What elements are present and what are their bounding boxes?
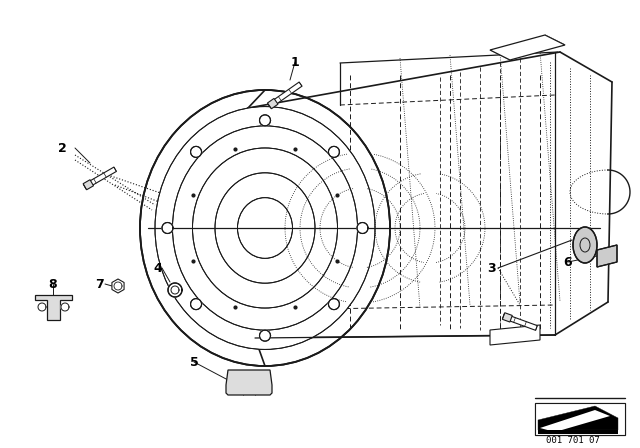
Polygon shape: [162, 223, 173, 233]
Text: 2: 2: [58, 142, 67, 155]
Text: 6: 6: [564, 255, 572, 268]
Polygon shape: [38, 303, 46, 311]
Ellipse shape: [173, 126, 358, 330]
Text: 3: 3: [488, 262, 496, 275]
Polygon shape: [84, 167, 116, 189]
Text: 8: 8: [49, 277, 58, 290]
Polygon shape: [191, 146, 202, 157]
Polygon shape: [597, 245, 617, 267]
Polygon shape: [328, 299, 339, 310]
Polygon shape: [259, 330, 271, 341]
Polygon shape: [61, 303, 69, 311]
Ellipse shape: [573, 227, 597, 263]
Polygon shape: [535, 403, 625, 435]
Polygon shape: [268, 82, 302, 108]
Text: 7: 7: [95, 277, 104, 290]
Ellipse shape: [193, 148, 337, 308]
Ellipse shape: [155, 107, 375, 349]
Polygon shape: [538, 430, 618, 434]
Text: 1: 1: [291, 56, 300, 69]
Ellipse shape: [237, 198, 292, 258]
Polygon shape: [226, 370, 272, 395]
Polygon shape: [35, 295, 72, 320]
Polygon shape: [83, 180, 93, 190]
Polygon shape: [357, 223, 368, 233]
Ellipse shape: [140, 90, 390, 366]
Polygon shape: [112, 279, 124, 293]
Text: 5: 5: [189, 356, 198, 369]
Polygon shape: [502, 313, 512, 322]
Polygon shape: [538, 406, 618, 430]
Polygon shape: [328, 146, 339, 157]
Polygon shape: [490, 35, 565, 60]
Polygon shape: [502, 314, 538, 330]
Polygon shape: [268, 99, 278, 109]
Ellipse shape: [215, 173, 315, 283]
Polygon shape: [191, 299, 202, 310]
Polygon shape: [490, 325, 540, 345]
Polygon shape: [540, 410, 610, 432]
Polygon shape: [168, 283, 182, 297]
Polygon shape: [259, 115, 271, 126]
Text: 4: 4: [154, 262, 163, 275]
Text: 001 701 07: 001 701 07: [546, 435, 600, 444]
